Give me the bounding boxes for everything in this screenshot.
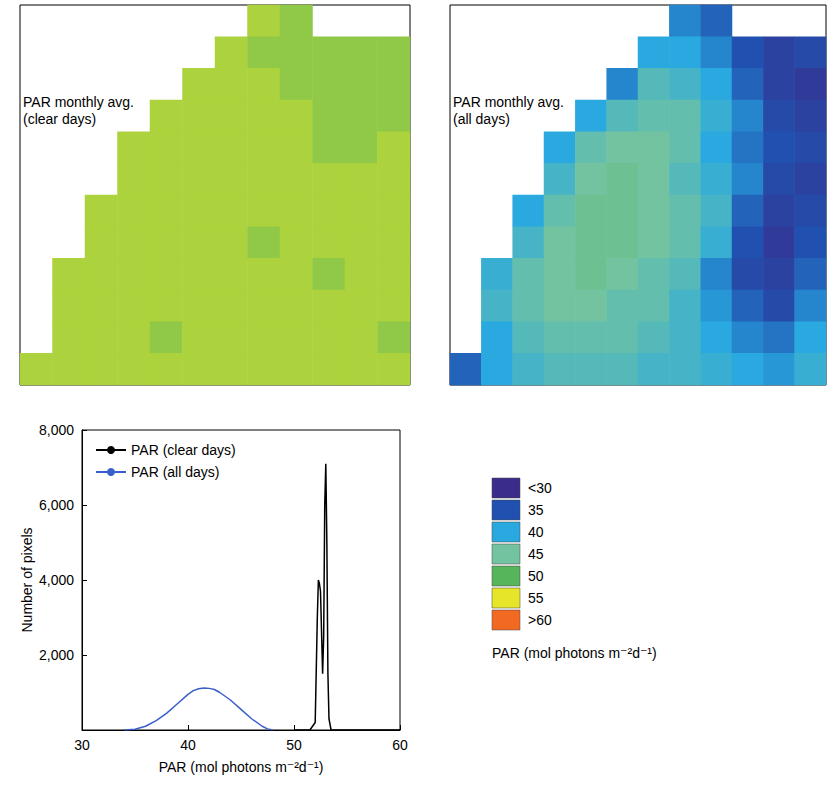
svg-text:PAR (all days): PAR (all days) — [131, 464, 219, 480]
svg-text:<30: <30 — [528, 480, 552, 496]
svg-text:40: 40 — [528, 524, 544, 540]
svg-text:40: 40 — [180, 737, 196, 753]
svg-text:PAR (mol photons m⁻²d⁻¹): PAR (mol photons m⁻²d⁻¹) — [492, 645, 657, 661]
svg-text:PAR monthly avg.: PAR monthly avg. — [23, 94, 134, 110]
svg-text:PAR (mol photons m⁻²d⁻¹): PAR (mol photons m⁻²d⁻¹) — [159, 759, 324, 775]
svg-text:4,000: 4,000 — [39, 572, 74, 588]
svg-text:(clear days): (clear days) — [23, 111, 96, 127]
svg-text:PAR monthly avg.: PAR monthly avg. — [453, 94, 564, 110]
svg-text:30: 30 — [74, 737, 90, 753]
svg-text:50: 50 — [286, 737, 302, 753]
svg-text:6,000: 6,000 — [39, 497, 74, 513]
svg-text:35: 35 — [528, 502, 544, 518]
svg-text:Number of pixels: Number of pixels — [19, 527, 35, 632]
svg-text:(all days): (all days) — [453, 111, 510, 127]
svg-text:PAR (clear days): PAR (clear days) — [131, 442, 236, 458]
svg-text:60: 60 — [392, 737, 408, 753]
svg-text:45: 45 — [528, 546, 544, 562]
svg-text:50: 50 — [528, 568, 544, 584]
svg-text:8,000: 8,000 — [39, 422, 74, 438]
svg-text:>60: >60 — [528, 612, 552, 628]
svg-text:55: 55 — [528, 590, 544, 606]
svg-text:2,000: 2,000 — [39, 647, 74, 663]
